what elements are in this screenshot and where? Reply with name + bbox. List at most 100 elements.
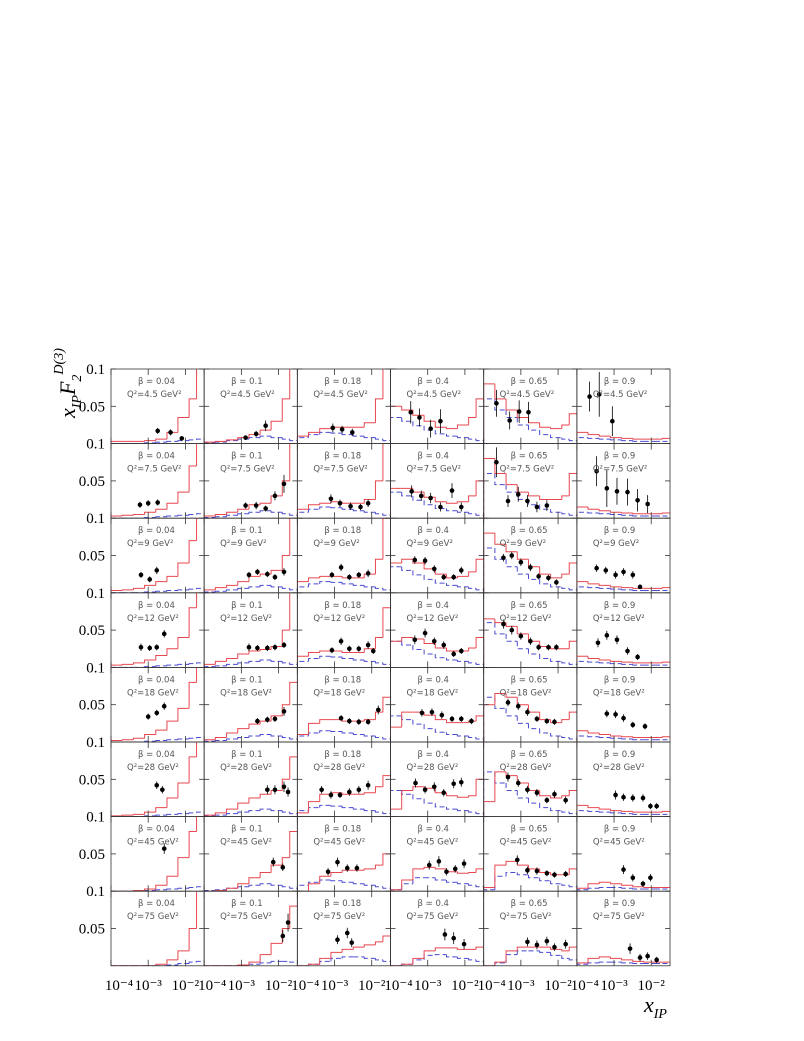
pomeron-step <box>412 877 425 884</box>
model-step <box>308 577 320 582</box>
pomeron-step <box>297 660 309 668</box>
pomeron-step <box>621 812 633 815</box>
model-step <box>456 424 469 429</box>
pomeron-step <box>468 586 477 589</box>
data-point <box>349 430 355 435</box>
pomeron-step <box>270 436 283 439</box>
model-step <box>111 664 123 668</box>
pomeron-step <box>505 410 518 418</box>
pomeron-step <box>270 585 283 588</box>
pomeron-step <box>270 734 283 737</box>
pomeron-step <box>155 516 167 518</box>
model-step <box>259 720 272 725</box>
model-step <box>319 793 331 802</box>
pomeron-step <box>568 662 577 665</box>
pomeron-step <box>270 510 283 513</box>
model-step <box>374 558 383 575</box>
model-step <box>609 956 622 959</box>
model-step <box>568 640 577 649</box>
model-step <box>289 831 298 858</box>
pomeron-step <box>505 954 518 963</box>
pomeron-step <box>609 513 622 515</box>
data-point <box>458 648 464 654</box>
pomeron-step <box>483 547 495 593</box>
pomeron-step <box>505 783 518 791</box>
q2-label: Q²=4.5 GeV² <box>127 390 181 400</box>
panel <box>576 371 671 444</box>
data-point <box>281 642 287 648</box>
pomeron-step <box>330 880 343 882</box>
data-point <box>627 946 633 951</box>
data-point <box>458 504 464 510</box>
q2-label: Q²=75 GeV² <box>220 912 272 922</box>
model-step <box>587 957 600 963</box>
data-point <box>494 459 499 465</box>
data-point <box>451 935 456 941</box>
pomeron-step <box>598 587 611 589</box>
pomeron-step <box>177 887 190 889</box>
data-point <box>344 930 350 936</box>
pomeron-step <box>188 737 197 740</box>
beta-label: β = 0.4 <box>418 675 449 685</box>
pomeron-step <box>445 508 458 512</box>
pomeron-step <box>363 734 376 737</box>
pomeron-step <box>475 439 484 442</box>
pomeron-step <box>494 622 507 635</box>
model-step <box>121 663 134 666</box>
beta-label: β = 0.65 <box>511 899 548 909</box>
model-step <box>166 431 178 440</box>
model-step <box>196 891 198 929</box>
beta-label: β = 0.18 <box>324 675 361 685</box>
pomeron-step <box>527 723 540 730</box>
pomeron-step <box>527 797 540 804</box>
model-step <box>289 756 298 780</box>
pomeron-step <box>434 877 447 881</box>
pomeron-step <box>330 805 343 807</box>
pomeron-step <box>483 771 495 817</box>
pomeron-step <box>341 731 354 734</box>
model-step <box>248 877 261 884</box>
model-step <box>456 947 469 950</box>
pomeron-step <box>401 492 413 497</box>
pomeron-step <box>621 514 633 516</box>
model-step <box>401 711 413 728</box>
model-step <box>144 888 156 891</box>
model-step <box>144 811 156 815</box>
model-step <box>144 584 156 589</box>
pomeron-step <box>445 583 458 586</box>
data-point <box>356 572 362 578</box>
q2-label: Q²=28 GeV² <box>407 763 459 773</box>
pomeron-step <box>382 886 391 889</box>
model-step <box>609 734 622 737</box>
q2-label: Q²=45 GeV² <box>407 838 459 848</box>
model-step <box>144 734 156 739</box>
model-step <box>468 795 477 798</box>
data-point <box>449 488 455 493</box>
model-step <box>166 502 178 510</box>
data-point <box>154 644 160 650</box>
pomeron-step <box>505 484 518 493</box>
pomeron-step <box>550 509 562 513</box>
x-tick-label: 10⁻³ <box>507 978 535 994</box>
model-step <box>188 607 197 638</box>
data-point <box>654 957 659 963</box>
model-step <box>155 963 167 966</box>
data-point <box>449 716 455 722</box>
x-tick-label: 10⁻⁴ <box>198 978 226 994</box>
panel <box>111 443 205 519</box>
model-step <box>166 959 178 965</box>
model-step <box>166 648 178 656</box>
pomeron-step <box>259 808 272 811</box>
pomeron-step <box>166 664 178 666</box>
panel <box>111 369 205 444</box>
pomeron-step <box>423 500 436 506</box>
model-step <box>390 808 402 817</box>
model-step <box>621 586 633 589</box>
pomeron-step <box>214 814 227 816</box>
pomeron-step <box>374 885 383 888</box>
q2-label: Q²=9 GeV² <box>500 539 546 549</box>
pomeron-step <box>401 790 413 795</box>
beta-label: β = 0.65 <box>511 825 548 835</box>
pomeron-step <box>214 441 227 443</box>
pomeron-step <box>434 430 447 435</box>
